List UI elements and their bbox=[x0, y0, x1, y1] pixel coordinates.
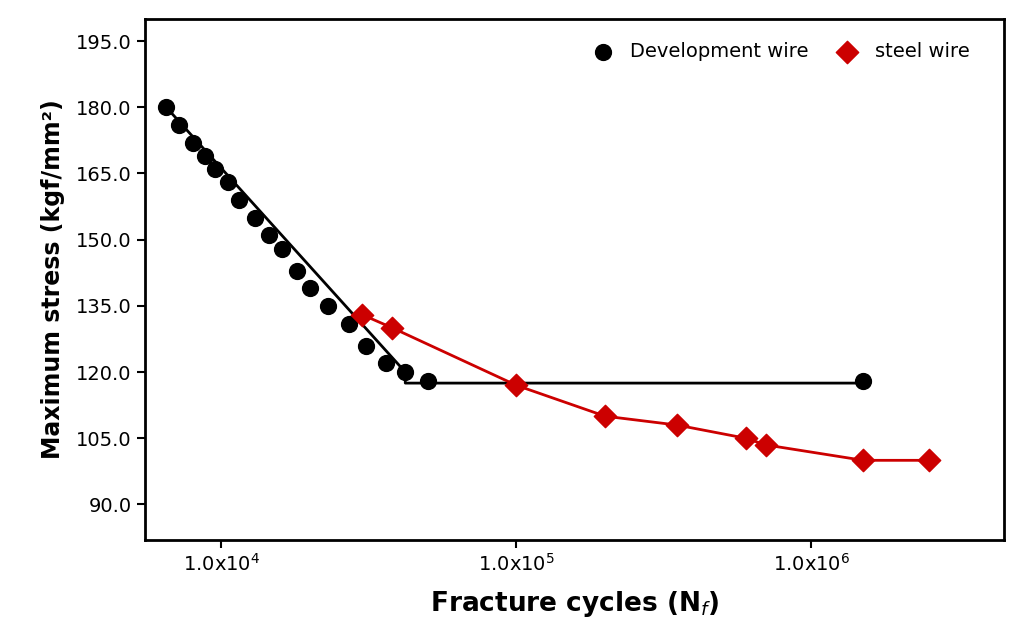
steel wire bbox=[354, 310, 371, 320]
steel wire bbox=[855, 455, 871, 465]
steel wire bbox=[758, 440, 774, 450]
Development wire bbox=[171, 120, 187, 130]
Legend: Development wire, steel wire: Development wire, steel wire bbox=[575, 34, 977, 69]
X-axis label: Fracture cycles (N$_f$): Fracture cycles (N$_f$) bbox=[430, 589, 719, 618]
steel wire bbox=[738, 433, 755, 443]
steel wire bbox=[597, 411, 614, 421]
steel wire bbox=[508, 380, 525, 391]
Development wire bbox=[273, 243, 290, 253]
Development wire bbox=[261, 231, 277, 241]
Development wire bbox=[219, 177, 236, 187]
Y-axis label: Maximum stress (kgf/mm²): Maximum stress (kgf/mm²) bbox=[40, 100, 65, 459]
Development wire bbox=[207, 164, 224, 174]
steel wire bbox=[384, 323, 401, 333]
steel wire bbox=[920, 455, 937, 465]
Development wire bbox=[289, 265, 305, 276]
Development wire bbox=[358, 340, 375, 351]
Development wire bbox=[302, 283, 319, 293]
Development wire bbox=[377, 358, 393, 368]
Development wire bbox=[320, 301, 336, 311]
Development wire bbox=[184, 138, 201, 148]
Development wire bbox=[341, 318, 357, 328]
Development wire bbox=[246, 213, 263, 223]
Development wire bbox=[158, 102, 175, 112]
Development wire bbox=[231, 195, 247, 205]
Development wire bbox=[419, 376, 436, 386]
steel wire bbox=[669, 420, 685, 430]
Development wire bbox=[397, 367, 414, 377]
Point bbox=[855, 376, 871, 386]
Development wire bbox=[197, 150, 213, 161]
